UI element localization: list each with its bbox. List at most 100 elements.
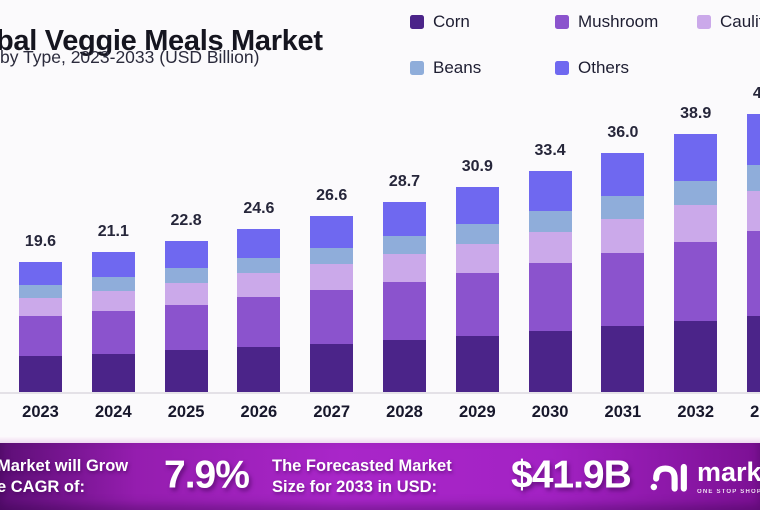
bar-segment-corn-2030 <box>528 331 572 392</box>
legend: Corn Mushroom Cauliflower Beans Others <box>410 12 760 78</box>
x-axis-label-2030: 2030 <box>531 403 569 421</box>
legend-item-corn: Corn <box>410 12 555 32</box>
legend-label-cauliflower: Cauliflower <box>720 12 760 31</box>
bar-segment-beans-2023 <box>19 285 62 298</box>
bar-segment-cauliflower-2026 <box>237 273 281 298</box>
bar-segment-mushroom-2023 <box>19 316 62 357</box>
bar-segment-beans-2032 <box>674 180 718 206</box>
bar-segment-beans-2031 <box>601 196 645 219</box>
legend-label-mushroom: Mushroom <box>578 12 659 31</box>
legend-label-others: Others <box>578 58 630 77</box>
legend-item-others: Others <box>555 58 697 78</box>
legend-label-corn: Corn <box>433 12 470 31</box>
bar-value-label-2030: 33.4 <box>534 141 566 159</box>
bar-segment-others-2023 <box>19 262 62 286</box>
bar-value-label-2027: 26.6 <box>316 186 348 204</box>
bar-segment-cauliflower-2030 <box>528 231 572 264</box>
cagr-value: 7.9% <box>164 453 250 497</box>
bar-segment-corn-2029 <box>455 335 499 392</box>
x-axis-label-2025: 2025 <box>167 403 205 421</box>
x-axis-label-2029: 2029 <box>458 403 496 421</box>
bar-segment-others-2027 <box>310 215 354 248</box>
bar-segment-mushroom-2030 <box>528 263 572 332</box>
bar-value-label-2028: 28.7 <box>388 172 421 190</box>
bar-segment-others-2029 <box>455 187 499 225</box>
bar-segment-cauliflower-2033 <box>747 191 760 231</box>
bar-segment-others-2031 <box>601 153 645 197</box>
bar-segment-corn-2024 <box>91 353 135 392</box>
forecast-caption-line2: Size for 2033 in USD: <box>272 477 438 496</box>
bar-segment-cauliflower-2025 <box>164 282 208 305</box>
legend-swatch-mushroom <box>555 15 569 29</box>
bar-2027 <box>310 215 354 392</box>
cagr-caption: Market will Grow e CAGR of: <box>0 456 128 498</box>
bar-segment-others-2033 <box>747 114 760 165</box>
bar-segment-mushroom-2031 <box>601 253 645 327</box>
forecast-caption-line1: The Forecasted Market <box>272 456 452 475</box>
bar-segment-others-2025 <box>164 240 208 269</box>
bar-segment-cauliflower-2024 <box>91 290 135 312</box>
bar-segment-corn-2025 <box>164 350 208 392</box>
bar-2029 <box>455 187 499 392</box>
bar-segment-beans-2028 <box>383 236 426 255</box>
cagr-caption-line2: e CAGR of: <box>0 477 85 496</box>
bar-segment-corn-2033 <box>747 315 760 392</box>
bar-2030 <box>528 170 572 392</box>
x-axis-label-2023: 2023 <box>22 403 59 421</box>
logo-tagline: ONE STOP SHOP <box>697 488 760 495</box>
bar-segment-mushroom-2024 <box>91 311 135 354</box>
bar-segment-mushroom-2033 <box>747 230 760 316</box>
bar-segment-beans-2029 <box>455 224 499 244</box>
legend-item-mushroom: Mushroom <box>555 12 697 32</box>
bar-segment-cauliflower-2031 <box>601 218 645 254</box>
cagr-caption-line1: Market will Grow <box>0 456 129 475</box>
bar-2028 <box>383 201 426 392</box>
bar-segment-beans-2024 <box>91 277 135 291</box>
bar-value-label-2023: 19.6 <box>24 233 57 251</box>
bar-segment-mushroom-2028 <box>383 281 426 340</box>
bar-value-label-2026: 24.6 <box>243 199 275 217</box>
bar-segment-others-2024 <box>91 252 135 278</box>
bar-segment-beans-2030 <box>528 211 572 232</box>
bar-value-label-2024: 21.1 <box>97 223 129 241</box>
bar-2032 <box>674 134 718 392</box>
bar-2024 <box>91 252 135 392</box>
x-axis-label-2033: 2033 <box>750 403 760 421</box>
bar-2031 <box>601 153 645 392</box>
bar-segment-others-2030 <box>528 170 572 212</box>
bar-segment-corn-2026 <box>237 346 281 392</box>
bar-segment-mushroom-2032 <box>674 242 718 322</box>
footer-separator <box>0 436 760 443</box>
forecast-value: $41.9B <box>511 453 632 497</box>
bar-segment-beans-2027 <box>310 247 354 265</box>
footer-banner: Market will Grow e CAGR of: 7.9% The For… <box>0 443 760 510</box>
bar-2025 <box>164 240 208 392</box>
forecast-caption: The Forecasted Market Size for 2033 in U… <box>272 456 452 498</box>
bar-segment-corn-2028 <box>383 339 426 392</box>
x-axis-label-2027: 2027 <box>313 403 351 421</box>
bar-segment-mushroom-2025 <box>164 304 208 351</box>
logo-wordmark: markntel <box>697 456 760 487</box>
bar-segment-cauliflower-2032 <box>674 205 718 243</box>
markntel-logo-icon <box>650 463 687 492</box>
bar-segment-mushroom-2027 <box>310 289 354 344</box>
bar-segment-cauliflower-2027 <box>310 264 354 290</box>
x-axis-label-2026: 2026 <box>240 403 278 421</box>
x-axis-line <box>0 392 760 394</box>
x-axis-label-2028: 2028 <box>386 403 423 421</box>
bar-2026 <box>237 228 281 392</box>
legend-swatch-corn <box>410 15 424 29</box>
bar-value-label-2033: 41.9 <box>752 85 760 103</box>
bar-2023 <box>19 262 62 392</box>
legend-swatch-cauliflower <box>697 15 711 29</box>
bar-segment-others-2026 <box>237 228 281 259</box>
legend-item-beans: Beans <box>410 58 555 78</box>
bar-segment-beans-2033 <box>747 164 760 192</box>
bar-segment-mushroom-2026 <box>237 297 281 347</box>
legend-swatch-others <box>555 61 569 75</box>
bar-segment-others-2028 <box>383 201 426 237</box>
bar-value-label-2032: 38.9 <box>680 105 712 123</box>
bar-segment-cauliflower-2023 <box>19 297 62 317</box>
bar-value-label-2031: 36.0 <box>607 124 639 142</box>
